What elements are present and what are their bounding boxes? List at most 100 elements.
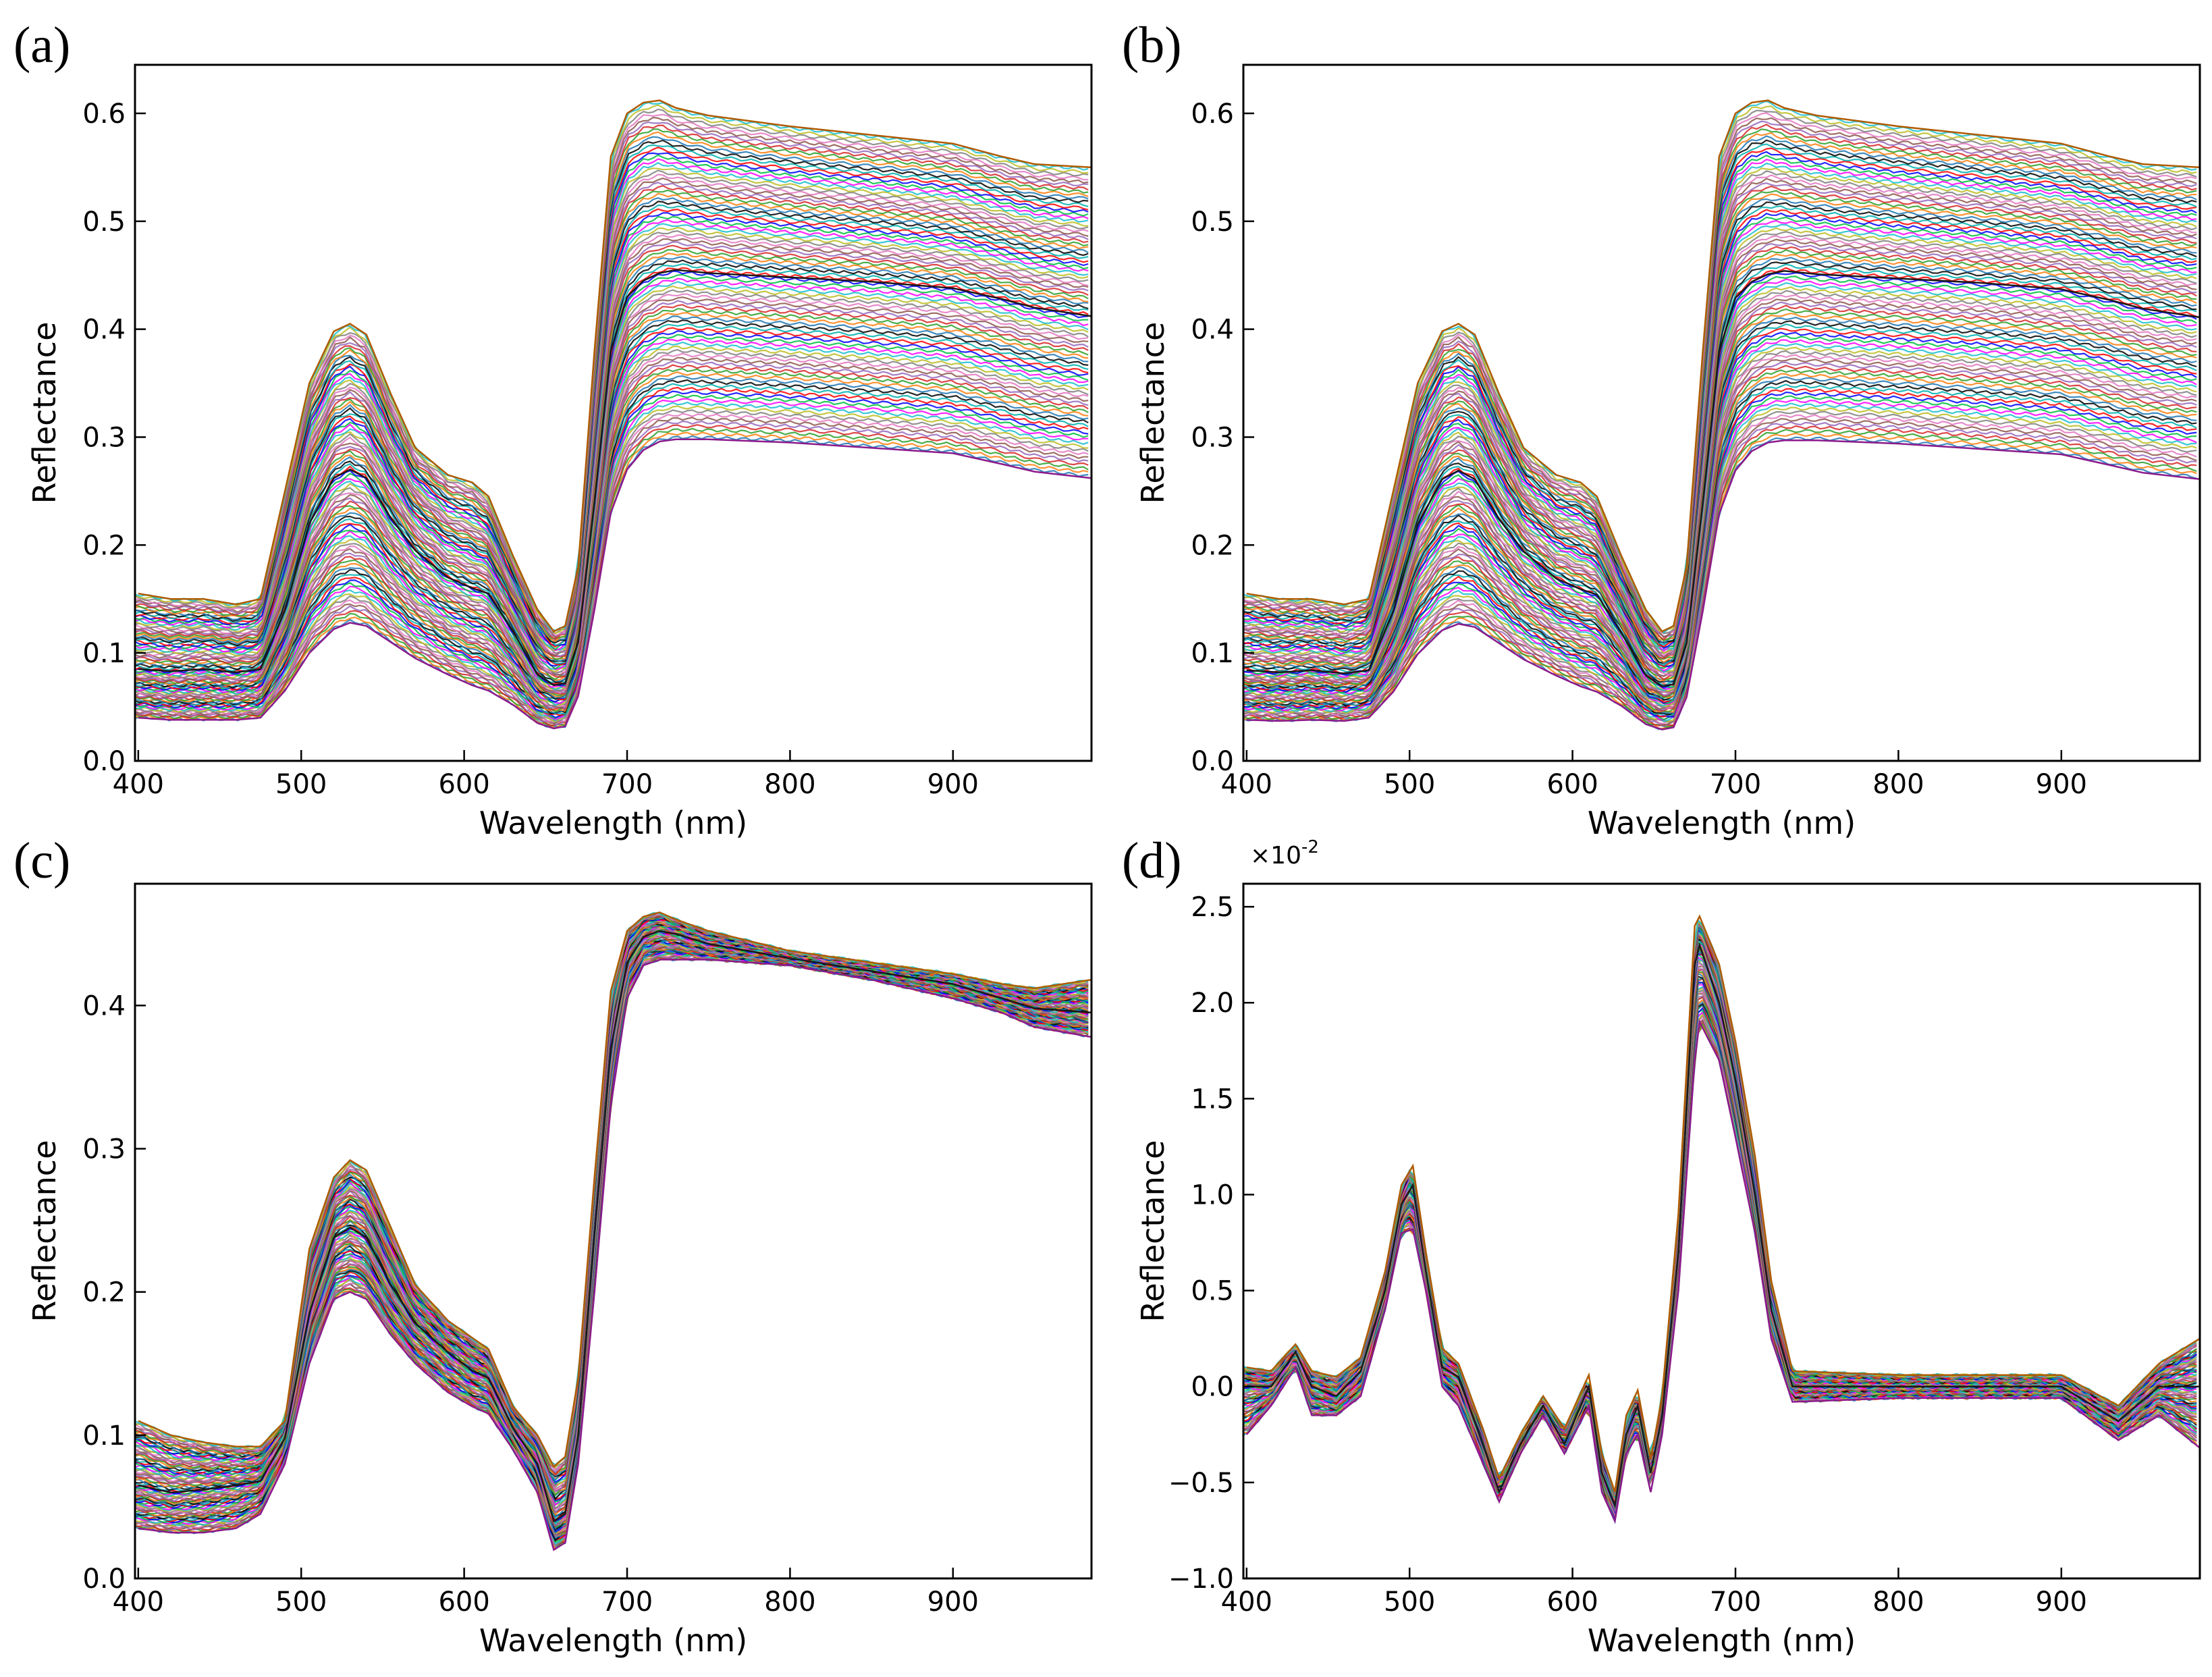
y-tick-label: 0.5 bbox=[1191, 1276, 1234, 1307]
x-tick-label: 900 bbox=[927, 1587, 979, 1618]
spectrum-line bbox=[135, 409, 1089, 723]
spectrum-line bbox=[1243, 105, 2197, 633]
y-tick-label: 1.0 bbox=[1191, 1179, 1234, 1210]
x-tick-label: 700 bbox=[1710, 1587, 1761, 1618]
spectrum-line bbox=[1243, 999, 2197, 1516]
y-multiplier-exponent: -2 bbox=[1301, 837, 1319, 857]
spectrum-line bbox=[1243, 335, 2197, 705]
spectrum-line bbox=[135, 323, 1089, 699]
x-tick-label: 600 bbox=[438, 1587, 489, 1618]
spectrum-line bbox=[1243, 402, 2197, 722]
spectrum-line bbox=[1243, 421, 2197, 728]
series-upper-line bbox=[1246, 99, 2200, 633]
series-lower-line bbox=[1245, 1019, 2200, 1524]
spectrum-line bbox=[1243, 201, 2197, 664]
y-axis-title: Reflectance bbox=[26, 1140, 63, 1323]
spectra-bundle bbox=[135, 99, 1091, 730]
y-tick-label: 0.4 bbox=[82, 990, 126, 1021]
spectra-bundle bbox=[135, 911, 1091, 1551]
spectrum-line bbox=[135, 420, 1089, 725]
spectrum-line bbox=[1243, 151, 2197, 649]
series-lower-line bbox=[138, 438, 1091, 730]
x-tick-label: 400 bbox=[113, 769, 164, 800]
spectrum-line bbox=[1243, 354, 2197, 709]
y-tick-label: −0.5 bbox=[1168, 1468, 1234, 1499]
spectrum-line bbox=[1243, 1004, 2197, 1518]
panel-label: (c) bbox=[14, 832, 70, 889]
y-tick-label: 1.5 bbox=[1191, 1084, 1234, 1115]
y-tick-label: 0.5 bbox=[82, 207, 126, 238]
panel-label: (b) bbox=[1122, 17, 1182, 74]
panel-b: 400 500 600 700 800 900 0.0 0.1 0.2 0.3 0.4 0.5 0.6 W… bbox=[1122, 17, 2201, 841]
x-tick-label: 600 bbox=[438, 769, 489, 800]
spectrum-line bbox=[1243, 261, 2197, 683]
x-axis-title: Wavelength (nm) bbox=[1588, 805, 1856, 841]
spectrum-line bbox=[135, 394, 1089, 720]
spectrum-line bbox=[135, 244, 1089, 678]
x-tick-label: 500 bbox=[275, 1587, 327, 1618]
y-tick-label: 0.3 bbox=[82, 422, 126, 453]
y-tick-label: 0.2 bbox=[1191, 530, 1234, 561]
spectrum-line bbox=[135, 144, 1089, 646]
spectrum-line bbox=[135, 304, 1089, 695]
plot-frame bbox=[134, 882, 1093, 1580]
y-tick-label: 0.1 bbox=[82, 638, 126, 669]
y-axis-title: Reflectance bbox=[1135, 322, 1171, 504]
spectrum-line bbox=[1243, 216, 2197, 669]
spectrum-line bbox=[1243, 205, 2197, 666]
x-tick-label: 700 bbox=[1710, 769, 1761, 800]
y-tick-label: 0.0 bbox=[82, 746, 126, 777]
panel-a: 400 500 600 700 800 900 0.0 0.1 0.2 0.3 0.4 0.5 0.6 W… bbox=[14, 17, 1093, 841]
y-axis-title: Reflectance bbox=[26, 322, 63, 504]
spectrum-line bbox=[135, 128, 1089, 640]
y-tick-label: 0.2 bbox=[82, 1277, 126, 1308]
y-tick-label: 0.1 bbox=[1191, 638, 1234, 669]
spectrum-line bbox=[135, 398, 1089, 720]
plot-frame bbox=[134, 63, 1093, 762]
spectrum-line bbox=[135, 412, 1089, 722]
plot-frame bbox=[1242, 882, 2201, 1580]
x-axis-title: Wavelength (nm) bbox=[479, 805, 747, 841]
spectrum-line bbox=[1243, 112, 2197, 635]
y-tick-label: 0.1 bbox=[82, 1420, 126, 1452]
spectrum-line bbox=[1243, 996, 2197, 1517]
y-tick-label: 0.0 bbox=[82, 1564, 126, 1595]
spectrum-line bbox=[135, 431, 1089, 729]
spectrum-line bbox=[1243, 154, 2197, 648]
x-tick-label: 900 bbox=[927, 769, 979, 800]
spectra-bundle bbox=[1243, 99, 2200, 730]
x-axis-title: Wavelength (nm) bbox=[1588, 1622, 1856, 1659]
y-tick-label: 0.5 bbox=[1191, 207, 1234, 238]
spectrum-line bbox=[135, 352, 1089, 708]
spectrum-line bbox=[135, 319, 1089, 700]
y-tick-label: 0.3 bbox=[1191, 422, 1234, 453]
spectrum-line bbox=[135, 379, 1089, 714]
plot-frame bbox=[1242, 63, 2201, 762]
x-tick-label: 500 bbox=[1384, 1587, 1435, 1618]
series-upper-line bbox=[1246, 914, 2200, 1493]
x-tick-label: 700 bbox=[601, 1587, 653, 1618]
spectrum-line bbox=[1243, 995, 2197, 1516]
spectrum-line bbox=[135, 252, 1089, 681]
spectrum-line bbox=[1243, 376, 2197, 714]
series-median-line bbox=[1246, 942, 2200, 1509]
panel-label: (a) bbox=[14, 17, 70, 74]
x-tick-label: 800 bbox=[1872, 1587, 1924, 1618]
x-tick-label: 400 bbox=[1221, 1587, 1272, 1618]
series-upper-line bbox=[138, 99, 1091, 633]
x-tick-label: 800 bbox=[764, 1587, 815, 1618]
x-tick-label: 500 bbox=[275, 769, 327, 800]
spectrum-line bbox=[135, 345, 1089, 706]
y-tick-label: 0.0 bbox=[1191, 1372, 1234, 1403]
panel-d: 400 500 600 700 800 900 −1.0 −0.5 0.0 0.5 1.0 1.5 2.… bbox=[1122, 832, 2201, 1659]
series-median-line bbox=[138, 930, 1091, 1523]
y-tick-label: 2.5 bbox=[1191, 892, 1234, 923]
x-tick-label: 400 bbox=[113, 1587, 164, 1618]
y-axis-title: Reflectance bbox=[1135, 1140, 1171, 1323]
series-median-line bbox=[1246, 270, 2200, 688]
spectrum-line bbox=[1243, 992, 2197, 1516]
x-tick-label: 700 bbox=[601, 769, 653, 800]
spectrum-line bbox=[135, 401, 1089, 722]
x-tick-label: 900 bbox=[2036, 769, 2087, 800]
